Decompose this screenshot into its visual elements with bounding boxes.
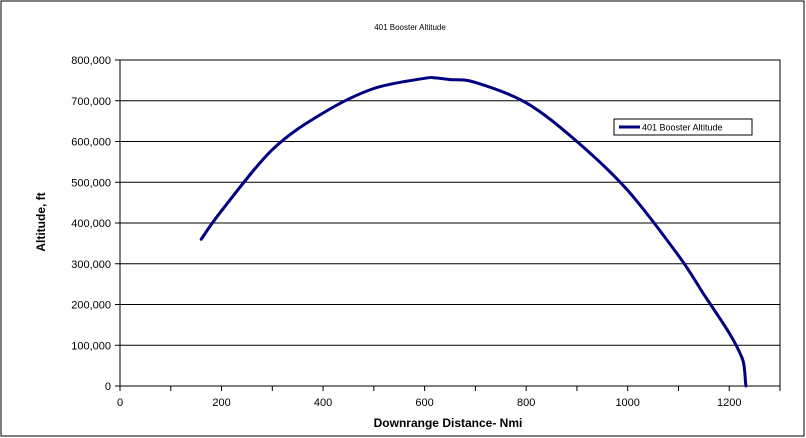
series-line-401-booster-altitude [199, 75, 748, 388]
y-axis-title: Altitude, ft [34, 192, 48, 251]
x-tick-label: 0 [117, 397, 123, 409]
y-tick-label: 800,000 [71, 55, 111, 67]
legend: 401 Booster Altitude [613, 118, 753, 136]
y-tick-label: 100,000 [71, 340, 111, 352]
grid-lines [120, 100, 780, 346]
legend-box [613, 118, 753, 136]
chart-title: 401 Booster Altitude [374, 23, 446, 32]
x-tick-label: 800 [517, 397, 535, 409]
x-tick-label: 400 [314, 397, 332, 409]
x-axis-title: Downrange Distance- Nmi [374, 416, 523, 430]
y-tick-label: 300,000 [71, 259, 111, 271]
y-tick-label: 400,000 [71, 218, 111, 230]
x-tick-label: 600 [415, 397, 433, 409]
y-tick-label: 600,000 [71, 137, 111, 149]
x-tick-label: 1200 [717, 397, 741, 409]
y-tick-label: 0 [105, 381, 111, 393]
x-tick-label: 1000 [615, 397, 639, 409]
y-tick-label: 500,000 [71, 177, 111, 189]
y-tick-label: 700,000 [71, 96, 111, 108]
y-tick-label: 200,000 [71, 300, 111, 312]
legend-label: 401 Booster Altitude [642, 123, 723, 133]
x-axis-ticks: 0 200 400 600 800 1000 1200 [117, 386, 781, 409]
x-tick-label: 200 [212, 397, 230, 409]
y-axis-ticks: 0 100,000 200,000 300,000 400,000 500,000 600,… [71, 55, 120, 393]
